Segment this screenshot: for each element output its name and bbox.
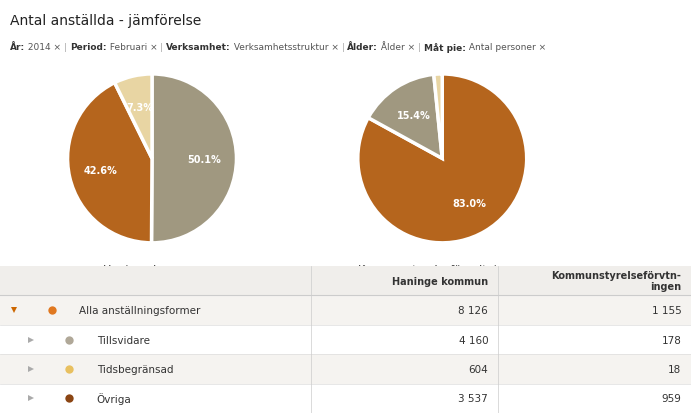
Text: Haninge kommun: Haninge kommun — [392, 276, 488, 286]
Wedge shape — [115, 75, 152, 159]
Text: 3 537: 3 537 — [458, 393, 488, 404]
Text: 8 126: 8 126 — [458, 305, 488, 316]
Text: 178: 178 — [661, 335, 681, 345]
Text: Ålder ×: Ålder × — [378, 43, 415, 52]
Text: 1 155: 1 155 — [652, 305, 681, 316]
Wedge shape — [368, 75, 442, 159]
Text: |: | — [61, 43, 70, 52]
Text: Antal personer ×: Antal personer × — [466, 43, 546, 52]
Text: |: | — [415, 43, 424, 52]
Text: 604: 604 — [468, 364, 488, 374]
Text: 4 160: 4 160 — [459, 335, 488, 345]
Text: Ålder:: Ålder: — [348, 43, 378, 52]
Text: 18: 18 — [668, 364, 681, 374]
Text: 15.4%: 15.4% — [397, 110, 430, 121]
Text: Alla anställningsformer: Alla anställningsformer — [79, 305, 201, 316]
Title: Kommunstyrelseförvaltningen: Kommunstyrelseförvaltningen — [358, 264, 527, 274]
Text: 50.1%: 50.1% — [187, 154, 221, 164]
Text: 959: 959 — [661, 393, 681, 404]
Text: Tillsvidare: Tillsvidare — [97, 335, 150, 345]
Text: 83.0%: 83.0% — [452, 199, 486, 209]
Bar — [0, 266, 691, 296]
Bar — [0, 325, 691, 354]
Wedge shape — [68, 83, 152, 243]
Text: År:: År: — [10, 43, 26, 52]
Text: |: | — [339, 43, 348, 52]
Text: Kommunstyrelseförvtn-
ingen: Kommunstyrelseförvtn- ingen — [551, 271, 681, 292]
Bar — [0, 384, 691, 413]
Text: Måt pie:: Måt pie: — [424, 43, 466, 53]
Wedge shape — [434, 75, 442, 159]
Title: Haninge kommun: Haninge kommun — [102, 264, 202, 274]
Text: Övriga: Övriga — [97, 392, 131, 404]
Text: |: | — [158, 43, 166, 52]
Text: Tidsbegränsad: Tidsbegränsad — [97, 364, 173, 374]
Text: Antal anställda - jämförelse: Antal anställda - jämförelse — [10, 14, 202, 28]
Bar — [0, 354, 691, 384]
Text: Verksamhetsstruktur ×: Verksamhetsstruktur × — [231, 43, 339, 52]
Bar — [0, 296, 691, 325]
Wedge shape — [151, 75, 236, 243]
Text: Verksamhet:: Verksamhet: — [166, 43, 231, 52]
Text: 7.3%: 7.3% — [126, 103, 153, 113]
Wedge shape — [358, 75, 527, 243]
Text: Februari ×: Februari × — [106, 43, 158, 52]
Text: 42.6%: 42.6% — [84, 166, 118, 176]
Text: Period:: Period: — [70, 43, 106, 52]
Text: 2014 ×: 2014 × — [26, 43, 61, 52]
